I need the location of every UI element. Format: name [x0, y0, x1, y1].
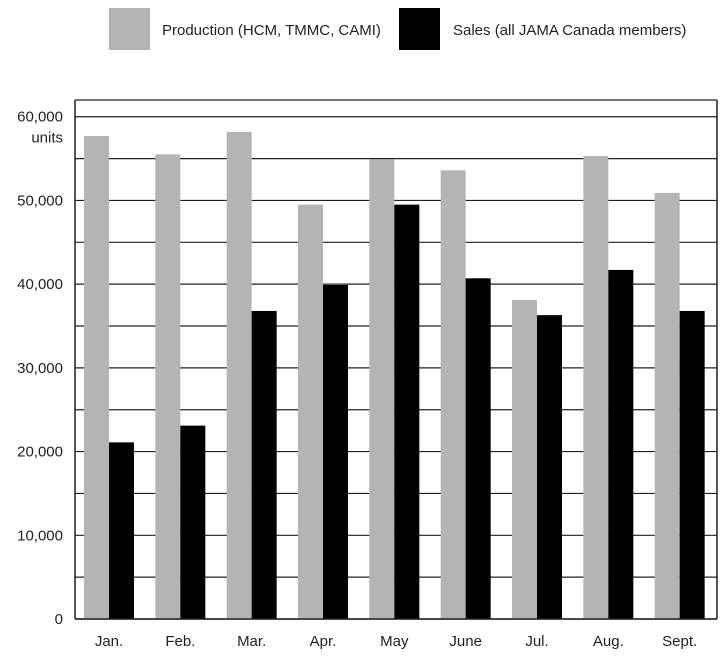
bar-sales-9: [679, 310, 705, 619]
x-tick-label: Jan.: [95, 633, 123, 650]
x-tick-label: Feb.: [165, 633, 195, 650]
y-unit-label: units: [31, 130, 63, 147]
x-tick-label: Mar.: [237, 633, 266, 650]
bar-sales-7: [537, 315, 562, 619]
bar-production-5: [369, 159, 395, 619]
bar-production-9: [654, 192, 680, 620]
y-tick-label: 20,000: [17, 444, 63, 461]
y-tick-label: 40,000: [17, 276, 63, 293]
bar-sales-5: [394, 204, 420, 620]
y-tick-label: 50,000: [17, 192, 63, 209]
bar-production-7: [512, 300, 537, 619]
legend-label-1: Production (HCM, TMMC, CAMI): [162, 22, 381, 39]
bar-sales-8: [608, 269, 634, 619]
y-tick-label: 10,000: [17, 527, 63, 544]
x-tick-label: Sept.: [662, 633, 697, 650]
x-tick-label: Aug.: [593, 633, 624, 650]
bar-production-4: [298, 204, 323, 620]
axes: Jan. Feb. Mar. Apr. May June Jul. Aug. Sept. 0 10,…: [17, 100, 718, 650]
legend-swatch-2: [399, 8, 440, 50]
legend-label-2: Sales (all JAMA Canada members): [453, 22, 686, 39]
bar-production-3: [226, 131, 252, 619]
y-tick-label: 30,000: [17, 360, 63, 377]
legend: Production (HCM, TMMC, CAMI) Sales (all J…: [109, 8, 686, 50]
y-tick-label: 60,000: [17, 109, 63, 126]
bar-sales-2: [180, 425, 206, 619]
bar-sales-1: [109, 442, 134, 619]
x-tick-label: Apr.: [310, 633, 337, 650]
bar-production-1: [84, 135, 109, 619]
legend-swatch-1: [109, 8, 150, 50]
bar-sales-3: [251, 310, 277, 619]
bar-production-6: [440, 170, 466, 619]
bar-sales-6: [465, 278, 491, 619]
bar-production-8: [583, 156, 609, 619]
bar-production-2: [155, 154, 181, 619]
x-tick-label: May: [380, 633, 409, 650]
y-tick-label: 0: [55, 611, 63, 628]
x-tick-label: June: [449, 633, 482, 650]
bar-sales-4: [323, 284, 348, 619]
x-tick-label: Jul.: [525, 633, 548, 650]
bars: [84, 131, 705, 620]
